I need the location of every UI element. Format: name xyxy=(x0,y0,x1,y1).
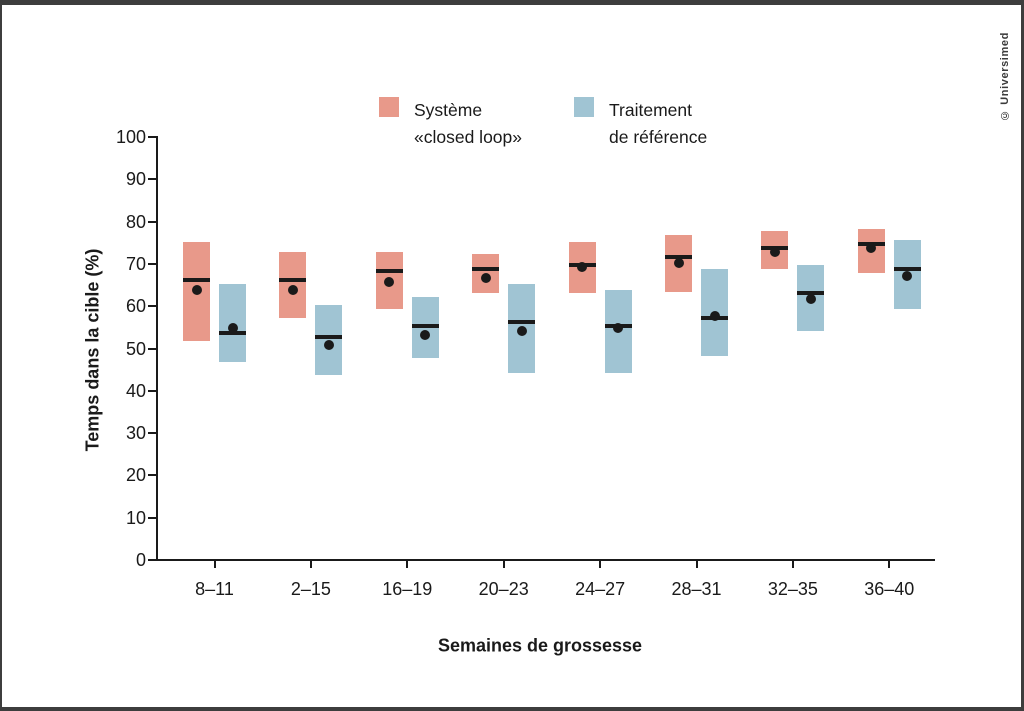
x-tick-label: 24–27 xyxy=(575,579,626,599)
median-line-reference-32–35 xyxy=(797,290,825,295)
legend-item-closed-loop: Système «closed loop» xyxy=(379,97,522,151)
y-tick-label: 40 xyxy=(125,380,146,401)
y-tick-label: 90 xyxy=(125,169,146,190)
y-tick-label: 50 xyxy=(125,338,146,359)
y-tick-label: 60 xyxy=(125,296,146,317)
mean-dot-closed-loop-16–19 xyxy=(384,276,395,287)
x-tick-mark xyxy=(502,561,505,568)
x-tick-label: 20–23 xyxy=(478,579,529,599)
mean-dot-closed-loop-28–31 xyxy=(673,257,684,268)
y-tick-mark xyxy=(148,516,156,519)
x-tick-label: 2–15 xyxy=(290,579,331,599)
median-line-closed-loop-28–31 xyxy=(665,254,692,259)
x-tick-mark xyxy=(213,561,216,568)
median-line-closed-loop-20–23 xyxy=(472,267,500,272)
y-tick-label: 70 xyxy=(125,253,146,274)
median-line-reference-16–19 xyxy=(411,324,439,329)
y-tick-mark xyxy=(148,347,156,350)
x-tick-label: 8–11 xyxy=(195,579,234,599)
x-tick-label: 36–40 xyxy=(864,579,915,599)
y-tick-mark xyxy=(148,474,156,477)
median-line-closed-loop-16–19 xyxy=(375,269,403,274)
mean-dot-reference-24–27 xyxy=(613,323,624,334)
mean-dot-closed-loop-36–40 xyxy=(866,243,877,254)
x-tick-mark xyxy=(695,561,698,568)
mean-dot-closed-loop-32–35 xyxy=(769,247,780,258)
legend-label-reference-line1: Traitement xyxy=(609,100,692,120)
y-tick-label: 30 xyxy=(125,423,146,444)
x-tick-mark xyxy=(888,561,891,568)
legend-item-reference: Traitement de référence xyxy=(574,97,707,151)
mean-dot-reference-36–40 xyxy=(902,270,913,281)
mean-dot-closed-loop-8–11 xyxy=(191,285,202,296)
y-tick-mark xyxy=(148,389,156,392)
bar-closed-loop-2–15 xyxy=(279,252,307,318)
y-tick-label: 10 xyxy=(125,507,146,528)
mean-dot-reference-2–15 xyxy=(323,340,334,351)
bar-reference-2–15 xyxy=(315,305,343,375)
x-axis-line xyxy=(156,559,935,561)
x-tick-label: 28–31 xyxy=(671,579,722,599)
legend-label-reference: Traitement de référence xyxy=(609,97,707,151)
y-tick-label: 0 xyxy=(135,550,146,570)
median-line-reference-36–40 xyxy=(893,267,921,272)
legend-swatch-closed-loop xyxy=(379,97,399,117)
y-tick-mark xyxy=(148,305,156,308)
x-axis-title: Semaines de grossesse xyxy=(437,635,643,656)
mean-dot-closed-loop-2–15 xyxy=(287,285,298,296)
median-line-closed-loop-8–11 xyxy=(183,277,210,282)
legend-label-reference-line2: de référence xyxy=(609,127,708,147)
mean-dot-closed-loop-24–27 xyxy=(577,262,588,273)
legend-label-closed-loop-line2: «closed loop» xyxy=(414,127,522,147)
x-tick-mark xyxy=(599,561,602,568)
median-line-reference-2–15 xyxy=(315,334,343,339)
mean-dot-reference-8–11 xyxy=(227,323,238,334)
x-tick-mark xyxy=(791,561,794,568)
legend-label-closed-loop: Système «closed loop» xyxy=(414,97,522,151)
bar-reference-8–11 xyxy=(219,284,246,363)
y-tick-mark xyxy=(148,262,156,265)
y-axis-line xyxy=(156,136,158,561)
y-tick-mark xyxy=(148,432,156,435)
legend-label-closed-loop-line1: Système xyxy=(414,100,483,120)
y-tick-label: 20 xyxy=(125,465,146,486)
median-line-reference-20–23 xyxy=(508,320,536,325)
y-tick-mark xyxy=(148,220,156,223)
y-tick-label: 80 xyxy=(125,211,146,232)
plot-area: 0 10 20 30 40 50 60 70 80 90 100 8–11 2–15 16–19 20–23… xyxy=(2,5,1021,707)
y-tick-mark xyxy=(148,559,156,561)
mean-dot-reference-28–31 xyxy=(709,310,720,321)
mean-dot-closed-loop-20–23 xyxy=(480,272,491,283)
y-tick-label: 100 xyxy=(115,127,146,147)
mean-dot-reference-16–19 xyxy=(420,329,431,340)
y-tick-mark xyxy=(148,136,156,138)
x-tick-label: 16–19 xyxy=(382,579,433,599)
y-tick-mark xyxy=(148,178,156,181)
x-tick-mark xyxy=(406,561,409,568)
median-line-closed-loop-2–15 xyxy=(279,277,307,282)
mean-dot-reference-20–23 xyxy=(516,325,527,336)
x-tick-mark xyxy=(309,561,312,568)
legend-swatch-reference xyxy=(574,97,594,117)
x-tick-label: 32–35 xyxy=(767,579,818,599)
mean-dot-reference-32–35 xyxy=(805,293,816,304)
